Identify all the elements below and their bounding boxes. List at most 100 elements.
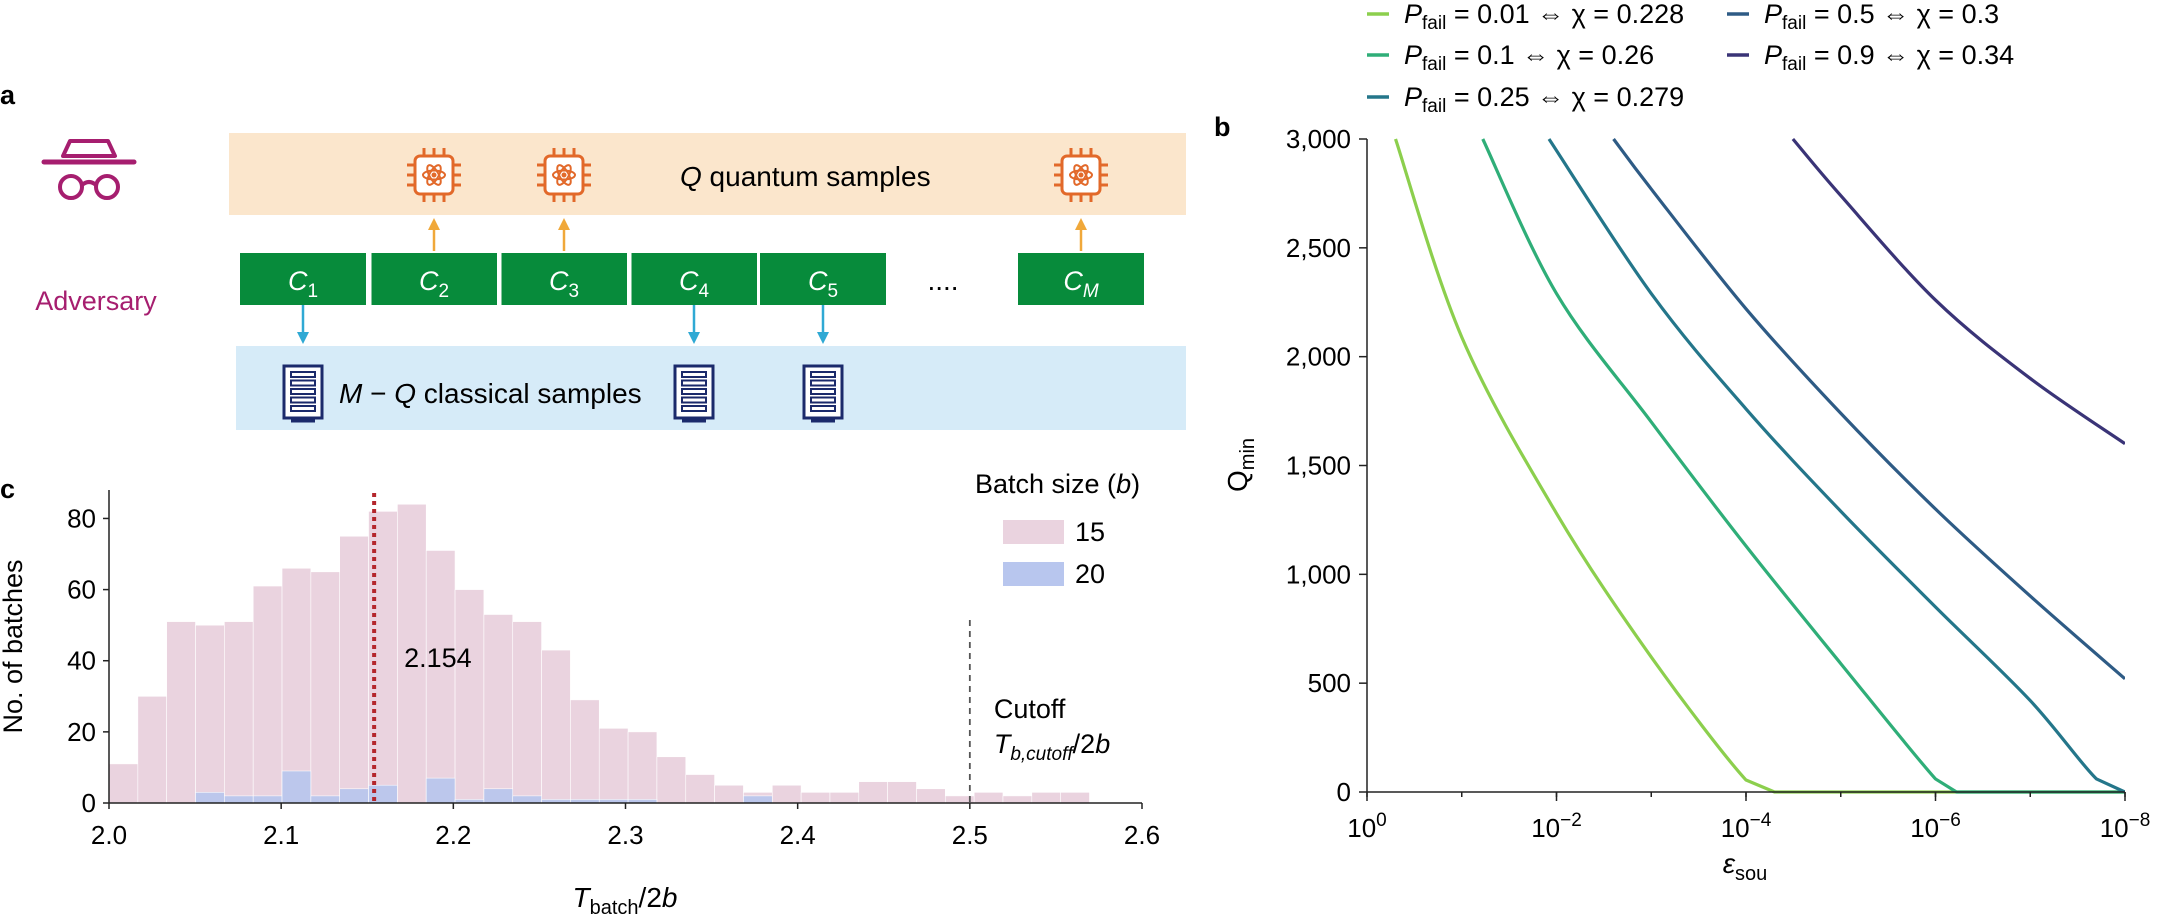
hist-bar-15: [195, 624, 225, 804]
circuit-label-sub: 5: [827, 281, 838, 302]
circuit-box: [240, 253, 366, 305]
server-slot: [681, 371, 707, 378]
classical-arrowhead: [297, 332, 309, 344]
atom-orbit: [422, 169, 446, 181]
y-tick-label: 0: [1337, 777, 1351, 807]
legend-label-fail: fail: [1422, 13, 1446, 34]
legend-label-p: P: [1404, 82, 1422, 112]
circuit-box: [631, 253, 757, 305]
quantum-band-var: Q: [680, 161, 702, 192]
hist-bar-20: [425, 777, 456, 804]
circuit-label-base: C: [808, 266, 828, 296]
legend-label-p: P: [1764, 40, 1782, 70]
server-slot: [681, 396, 707, 404]
x-tick-label: 2.2: [435, 820, 471, 850]
hist-bar-15: [425, 550, 456, 804]
series-line-5: [1791, 137, 2125, 446]
quantum-chip-icon: [537, 148, 591, 202]
hist-bar-20: [252, 795, 283, 804]
server-rack-icon: [802, 364, 844, 423]
hist-bar-15: [1002, 795, 1033, 804]
panel-c: c 2.0 2.1 2.2 2.3 2.4 2.5 2.6 0 20 40 60 80 No. of b…: [0, 469, 1160, 919]
series-lines: [1394, 137, 2125, 794]
x-tick-label: 100: [1347, 810, 1387, 843]
server-slot: [810, 388, 836, 395]
y-tick-label: 500: [1308, 668, 1351, 698]
legend-swatch-15: [1003, 520, 1064, 544]
circuit-label-base: C: [419, 266, 439, 296]
hist-bar-20: [512, 795, 542, 804]
circuit-label-sub: 1: [307, 281, 318, 302]
hist-bar-15: [1031, 792, 1061, 804]
server-slot: [290, 371, 316, 378]
cutoff-sublabel-tail-var: b: [1095, 729, 1110, 759]
series-line-3: [1547, 138, 2125, 794]
quantum-band-text: quantum samples: [702, 161, 931, 192]
x-axis-label-tail-var: b: [662, 882, 678, 913]
hist-bar-15: [310, 571, 341, 804]
legend-label-4: Pfail = 0.5 ⇔ χ = 0.3: [1764, 0, 1999, 34]
circuit-label-base: C: [1063, 266, 1083, 296]
hist-bar-20: [281, 770, 312, 804]
legend-label-values: = 0.01 ⇔ χ = 0.228: [1446, 0, 1684, 29]
legend-label-values: = 0.9 ⇔ χ = 0.34: [1806, 40, 2014, 70]
legend-title-text: Batch size (: [975, 469, 1116, 499]
hist-bar-20: [224, 795, 254, 804]
hist-bar-15: [685, 774, 715, 804]
legend-label-p: P: [1404, 40, 1422, 70]
circuit-box: [1018, 253, 1144, 305]
spy-glasses-right: [94, 174, 120, 200]
atom-orbit: [556, 164, 572, 186]
x-axis-label-sub: batch: [590, 897, 639, 919]
hist-bar-15: [512, 621, 542, 804]
server-rack-icon: [282, 364, 324, 423]
classical-band-var-m: M: [339, 378, 363, 409]
spy-hat: [61, 139, 117, 158]
circuit-box: [371, 253, 497, 305]
hist-bar-15: [800, 792, 831, 804]
hist-bar-15: [108, 763, 139, 804]
hist-bar-20: [743, 795, 773, 804]
y-tick-label: 40: [67, 646, 96, 676]
server-slot: [290, 388, 316, 395]
cutoff-sublabel: Tb,cutoff/2b: [994, 729, 1110, 765]
panel-label-c: c: [0, 474, 15, 504]
atom-nucleus: [561, 172, 567, 178]
spy-glasses-bridge: [80, 180, 98, 187]
legend-label-fail: fail: [1422, 96, 1446, 117]
line-chart: 100 10−2 10−4 10−6 10−805001,0001,5002,0002,…: [1222, 124, 2150, 885]
atom-orbit: [1073, 164, 1089, 186]
x-tick-label-base: 10: [1910, 813, 1939, 843]
x-tick-label-exp: −8: [2129, 810, 2151, 831]
quantum-arrowhead: [428, 218, 440, 230]
x-tick-label: 10−4: [1721, 810, 1772, 843]
server-slot: [810, 371, 836, 378]
server-rack-icon: [673, 364, 715, 423]
atom-nucleus: [431, 172, 437, 178]
hist-bar-15: [656, 756, 687, 804]
circuit-box: [501, 253, 627, 305]
cutoff-label: Cutoff: [994, 694, 1066, 724]
hist-bar-15: [541, 649, 571, 804]
quantum-chip-icon: [1054, 148, 1108, 202]
quantum-band-label: Q quantum samples: [680, 161, 931, 192]
x-tick-label-exp: −4: [1750, 810, 1772, 831]
y-tick-label: 60: [67, 575, 96, 605]
hist-bar-15: [454, 589, 485, 804]
histogram-chart: 2.0 2.1 2.2 2.3 2.4 2.5 2.6 0 20 40 60 80 No. of bat…: [0, 469, 1160, 919]
hist-bar-15: [598, 728, 629, 804]
y-tick-label: 1,500: [1286, 451, 1351, 481]
x-tick-label: 10−8: [2100, 810, 2151, 843]
circuit-label-sub: 3: [568, 281, 579, 302]
legend-label-2: Pfail = 0.1 ⇔ χ = 0.26: [1404, 40, 1654, 75]
panel-b: b 100 10−2 10−4 10−6 10−805001,0001,5002,000…: [1214, 0, 2150, 885]
hist-bar-15: [281, 567, 312, 804]
circuit-box: [760, 253, 886, 305]
hist-bar-15: [224, 621, 254, 804]
circuit-label: CM: [1063, 266, 1099, 302]
circuit-label: C2: [419, 266, 449, 302]
cutoff-sublabel-sub: b,cutoff: [1010, 744, 1074, 765]
legend-label-fail: fail: [1782, 54, 1806, 75]
circuit-label: C3: [549, 266, 579, 302]
hist-bar-15: [570, 699, 600, 804]
